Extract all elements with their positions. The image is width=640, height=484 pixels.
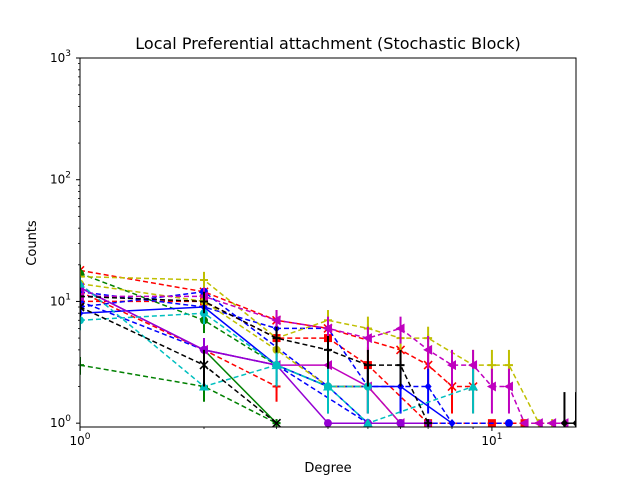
data-point <box>80 297 84 306</box>
data-point <box>80 292 84 301</box>
data-point <box>396 361 405 370</box>
data-point <box>199 360 209 370</box>
data-point <box>395 323 405 334</box>
data-point <box>80 302 85 312</box>
data-point <box>448 419 456 427</box>
y-axis-label: Counts <box>25 220 40 266</box>
data-point <box>271 315 281 326</box>
data-point <box>504 419 513 427</box>
series-line <box>80 275 553 424</box>
data-point <box>504 361 513 370</box>
data-point <box>363 361 372 370</box>
chart-title: Local Preferential attachment (Stochasti… <box>135 34 520 53</box>
data-point <box>447 381 457 392</box>
data-point <box>80 278 85 288</box>
data-point <box>519 418 529 427</box>
data-point <box>80 272 84 281</box>
data-series <box>80 287 433 427</box>
series-line <box>80 269 474 388</box>
data-point <box>423 344 433 355</box>
data-point <box>503 381 513 392</box>
data-point <box>362 333 372 344</box>
data-point <box>80 361 84 370</box>
data-point <box>447 360 456 371</box>
data-series <box>560 392 576 427</box>
data-point <box>560 419 568 427</box>
data-point <box>324 345 332 354</box>
data-point <box>468 360 478 371</box>
data-point <box>323 381 333 391</box>
data-point <box>486 381 496 392</box>
series-line <box>80 364 277 424</box>
series-line <box>203 349 278 424</box>
data-point <box>547 418 557 427</box>
series-line <box>80 300 401 424</box>
data-series <box>80 298 282 427</box>
series-layer <box>80 264 576 427</box>
data-point <box>424 382 432 391</box>
series-line <box>80 291 453 424</box>
data-point <box>487 361 496 370</box>
data-point <box>271 360 282 370</box>
series-line <box>80 283 474 425</box>
data-point <box>200 297 208 306</box>
data-point <box>80 316 84 325</box>
data-point <box>468 381 479 391</box>
data-point <box>323 323 332 334</box>
data-point <box>533 418 543 427</box>
data-point <box>363 418 373 427</box>
data-point <box>424 419 433 427</box>
data-point <box>396 419 405 427</box>
data-point <box>272 334 281 343</box>
data-point <box>572 419 576 427</box>
data-point <box>324 419 332 427</box>
data-point <box>200 276 208 285</box>
data-series <box>80 276 479 427</box>
data-point <box>271 418 282 427</box>
series-line <box>80 312 368 388</box>
x-axis-label: Degree <box>304 461 351 476</box>
